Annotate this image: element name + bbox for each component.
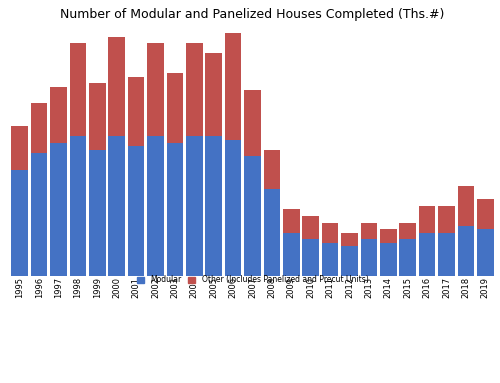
Bar [322, 242, 338, 276]
Bar [148, 43, 164, 136]
Bar [89, 83, 106, 150]
Bar [400, 223, 416, 239]
Bar [380, 229, 396, 242]
Bar [342, 246, 357, 276]
Bar [302, 239, 319, 276]
Bar [360, 239, 377, 276]
Bar [12, 126, 28, 170]
Bar [128, 77, 144, 146]
Bar [264, 150, 280, 190]
Bar [360, 223, 377, 239]
Bar [438, 206, 454, 232]
Bar [419, 232, 436, 276]
Bar [206, 136, 222, 276]
Bar [302, 216, 319, 239]
Bar [283, 232, 300, 276]
Bar [31, 153, 48, 276]
Bar [108, 37, 125, 136]
Bar [225, 140, 242, 276]
Bar [264, 190, 280, 276]
Title: Number of Modular and Panelized Houses Completed (Ths.#): Number of Modular and Panelized Houses C… [60, 8, 444, 21]
Bar [380, 242, 396, 276]
Bar [70, 136, 86, 276]
Bar [400, 239, 416, 276]
Bar [458, 226, 474, 276]
Bar [50, 143, 66, 276]
Bar [31, 103, 48, 153]
Bar [12, 170, 28, 276]
Bar [477, 200, 494, 229]
Bar [50, 87, 66, 143]
Bar [166, 73, 183, 143]
Bar [419, 206, 436, 232]
Bar [244, 90, 260, 156]
Bar [477, 229, 494, 276]
Bar [342, 232, 357, 246]
Bar [89, 150, 106, 276]
Bar [166, 143, 183, 276]
Legend: Modular, Other (Includes Panelized and Precut Units): Modular, Other (Includes Panelized and P… [136, 275, 368, 285]
Bar [148, 136, 164, 276]
Bar [128, 146, 144, 276]
Bar [322, 223, 338, 242]
Bar [206, 53, 222, 136]
Bar [186, 43, 202, 136]
Bar [108, 136, 125, 276]
Bar [283, 210, 300, 232]
Bar [225, 33, 242, 140]
Bar [458, 186, 474, 226]
Bar [70, 43, 86, 136]
Bar [186, 136, 202, 276]
Bar [244, 156, 260, 276]
Bar [438, 232, 454, 276]
